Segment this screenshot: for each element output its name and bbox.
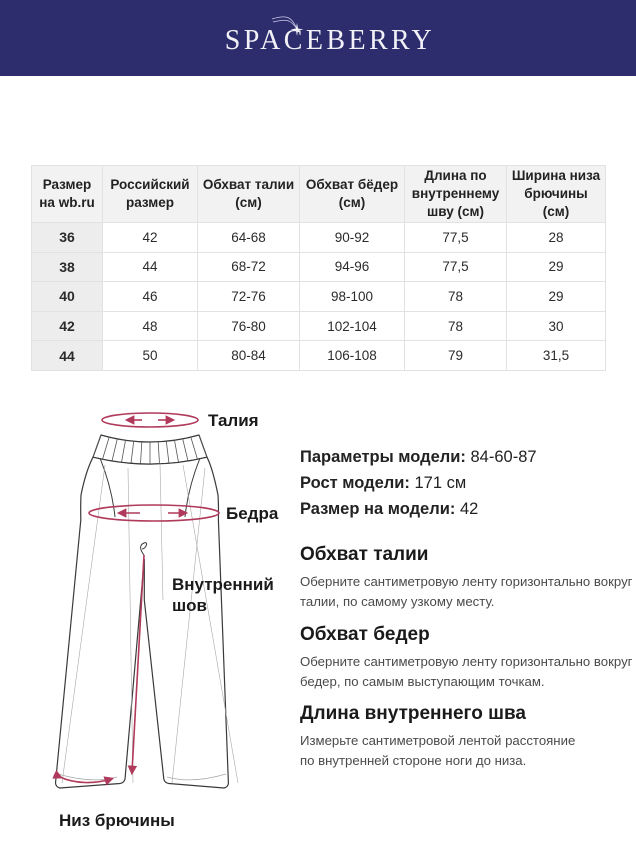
svg-text:Талия: Талия	[208, 411, 259, 430]
svg-text:Бедра: Бедра	[226, 504, 279, 523]
svg-text:Низ брючины: Низ брючины	[59, 811, 175, 830]
svg-text:шов: шов	[172, 596, 207, 615]
svg-text:Внутренний: Внутренний	[172, 575, 274, 594]
